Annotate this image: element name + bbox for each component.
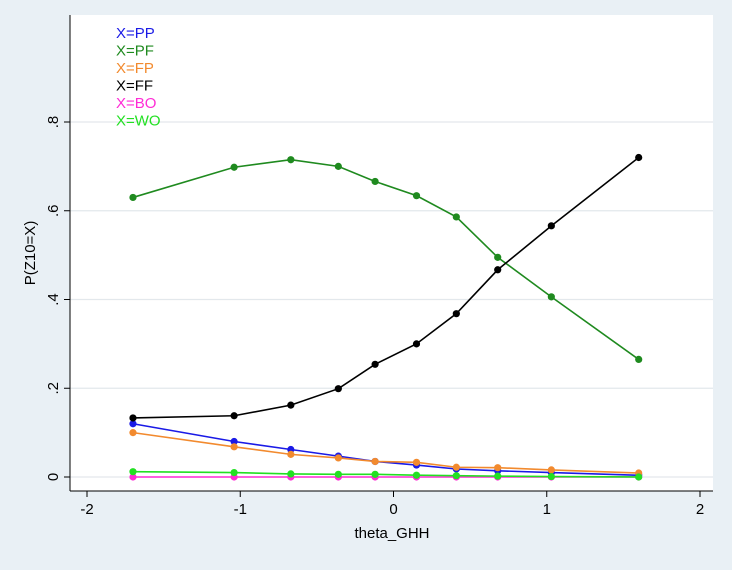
series-line: [132, 470, 639, 478]
data-point: [412, 340, 421, 348]
data-point: [287, 401, 295, 409]
data-point: [412, 458, 421, 466]
series-line: [132, 158, 640, 361]
y-axis-label: P(Z10=X): [22, 221, 39, 286]
data-point: [230, 437, 238, 446]
data-point: [412, 471, 421, 479]
data-point: [129, 193, 137, 202]
axes: [69, 15, 713, 492]
legend: X=PPX=PFX=FPX=FFX=BOX=WO: [116, 25, 161, 130]
series-x-ff: [129, 153, 643, 422]
series-group: [129, 153, 643, 481]
x-tick-label: 0: [389, 501, 397, 518]
legend-item: X=BO: [116, 95, 156, 112]
data-point: [371, 360, 379, 368]
data-point: [287, 450, 295, 458]
data-point: [230, 443, 238, 451]
series-line: [132, 156, 640, 419]
y-tick-label: 0: [45, 473, 62, 481]
data-point: [452, 472, 460, 480]
x-tick-label: 2: [696, 501, 704, 518]
x-tick-label: -2: [80, 501, 93, 518]
data-point: [452, 213, 460, 221]
data-point: [494, 266, 502, 274]
data-point: [547, 466, 555, 474]
y-tick-label: .8: [45, 116, 62, 129]
data-point: [129, 473, 137, 481]
series-x-pf: [129, 156, 643, 364]
data-point: [230, 468, 238, 477]
x-tick-label: 1: [543, 501, 551, 518]
data-point: [452, 463, 460, 471]
y-tick-label: .6: [45, 204, 62, 217]
data-point: [452, 310, 460, 318]
series-x-wo: [129, 468, 643, 481]
y-tick-label: .4: [45, 293, 62, 306]
data-point: [230, 163, 238, 171]
data-point: [635, 153, 643, 162]
legend-item: X=WO: [116, 113, 161, 130]
data-point: [494, 253, 502, 261]
series-line: [132, 431, 639, 474]
tick-labels: 0 .2 .4 .6 .8 -2 -1 0 1 2: [45, 116, 704, 518]
series-line: [132, 422, 639, 477]
data-point: [230, 412, 238, 420]
data-point: [547, 293, 555, 301]
data-point: [412, 192, 421, 200]
data-point: [371, 470, 379, 478]
data-point: [129, 429, 137, 437]
data-point: [547, 222, 555, 230]
data-point: [494, 464, 502, 472]
data-point: [371, 457, 379, 466]
data-point: [334, 454, 342, 462]
legend-item: X=FF: [116, 78, 153, 95]
data-point: [129, 468, 137, 476]
x-axis-label: theta_GHH: [354, 525, 429, 542]
data-point: [129, 414, 137, 422]
legend-item: X=PF: [116, 43, 154, 60]
data-point: [371, 177, 379, 186]
data-point: [547, 472, 555, 481]
data-point: [334, 385, 342, 393]
data-point: [494, 472, 502, 480]
data-point: [334, 470, 342, 478]
y-tick-label: .2: [45, 382, 62, 395]
data-point: [635, 355, 643, 364]
legend-item: X=PP: [116, 25, 155, 42]
x-tick-label: -1: [234, 501, 247, 518]
plot-area: [70, 15, 713, 491]
series-x-fp: [129, 429, 643, 477]
data-point: [635, 473, 643, 481]
data-point: [287, 156, 295, 164]
data-point: [129, 420, 137, 428]
legend-item: X=FP: [116, 60, 154, 77]
data-point: [287, 470, 295, 478]
data-point: [334, 162, 342, 170]
